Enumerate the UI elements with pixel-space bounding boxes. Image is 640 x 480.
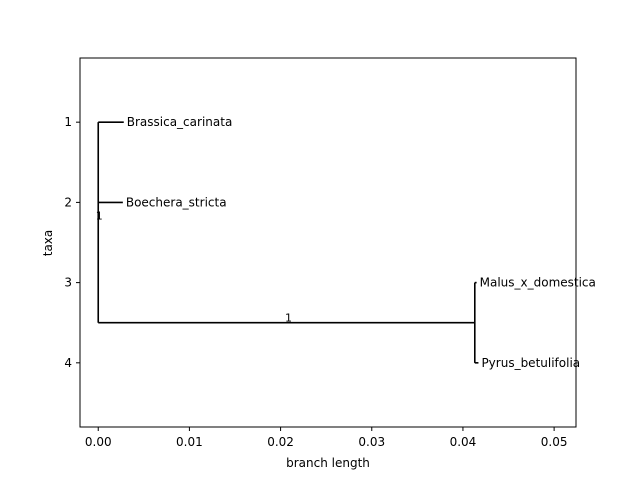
y-tick-label: 2 — [64, 195, 72, 209]
x-tick-label: 0.03 — [358, 435, 385, 449]
plot-area-frame — [79, 57, 577, 428]
y-axis-ticks: 1 2 3 4 — [64, 115, 80, 370]
x-tick-label: 0.00 — [85, 435, 112, 449]
y-tick-label: 1 — [64, 115, 72, 129]
support-value-label: 1 — [285, 312, 292, 325]
x-tick-label: 0.01 — [176, 435, 203, 449]
x-tick-label: 0.02 — [267, 435, 294, 449]
tree-branches — [97, 121, 479, 364]
leaf-label: Brassica_carinata — [127, 115, 233, 129]
leaf-label: Boechera_stricta — [126, 195, 227, 209]
x-tick-label: 0.04 — [450, 435, 477, 449]
x-axis-ticks: 0.00 0.01 0.02 0.03 0.04 0.05 — [85, 427, 568, 449]
y-tick-label: 3 — [64, 276, 72, 290]
support-labels: 11 — [96, 209, 292, 324]
x-tick-label: 0.05 — [541, 435, 568, 449]
x-axis-label: branch length — [286, 456, 370, 470]
y-axis-label: taxa — [41, 230, 55, 257]
leaf-label: Pyrus_betulifolia — [481, 356, 580, 370]
leaf-label: Malus_x_domestica — [480, 276, 596, 290]
leaf-labels: Brassica_carinata Boechera_stricta Malus… — [126, 115, 596, 370]
y-tick-label: 4 — [64, 356, 72, 370]
support-value-label: 1 — [96, 209, 103, 222]
